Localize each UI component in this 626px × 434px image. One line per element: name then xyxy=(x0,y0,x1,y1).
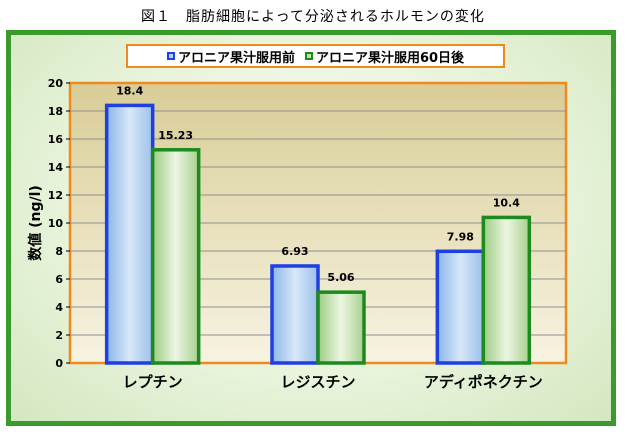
y-tick-label: 16 xyxy=(48,133,64,146)
bar-after-0 xyxy=(150,148,201,365)
y-tick-label: 12 xyxy=(48,189,63,202)
x-axis-categories: レプチン レジスチン アディポネクチン xyxy=(123,373,543,391)
y-tick-label: 0 xyxy=(55,357,63,370)
y-tick-label: 4 xyxy=(55,301,63,314)
y-axis-ticks: 0 2 4 6 8 10 12 14 16 18 20 xyxy=(48,77,70,370)
value-label: 10.4 xyxy=(493,196,520,209)
legend-swatch-after xyxy=(304,52,313,60)
y-tick-label: 18 xyxy=(48,105,63,118)
y-tick-label: 20 xyxy=(48,77,64,90)
legend-item-before: アロニア果汁服用前 xyxy=(166,47,295,66)
y-tick-label: 2 xyxy=(55,329,63,342)
legend-item-after: アロニア果汁服用60日後 xyxy=(304,47,465,66)
bar-before-0 xyxy=(104,103,155,365)
value-label: 7.98 xyxy=(447,230,474,243)
x-category-label: レプチン xyxy=(123,373,183,391)
figure-caption: 図１ 脂肪細胞によって分泌されるホルモンの変化 xyxy=(141,9,485,25)
y-tick-label: 8 xyxy=(55,245,63,258)
x-category-label: レジスチン xyxy=(280,373,355,391)
bars xyxy=(104,103,532,365)
y-tick-label: 6 xyxy=(55,273,63,286)
chart-legend: アロニア果汁服用前 アロニア果汁服用60日後 xyxy=(126,44,505,68)
value-label: 5.06 xyxy=(327,271,354,284)
value-label: 15.23 xyxy=(158,129,193,142)
value-label: 18.4 xyxy=(116,84,143,97)
value-label: 6.93 xyxy=(281,245,308,258)
value-labels: 18.4 15.23 6.93 5.06 7.98 10.4 xyxy=(116,84,520,284)
x-category-label: アディポネクチン xyxy=(424,373,543,391)
legend-label-before: アロニア果汁服用前 xyxy=(177,50,295,66)
bar-after-2 xyxy=(481,215,532,365)
bar-before-2 xyxy=(435,249,486,365)
legend-swatch-before xyxy=(166,52,175,60)
bar-after-1 xyxy=(316,290,366,365)
y-tick-label: 10 xyxy=(48,217,64,230)
legend-label-after: アロニア果汁服用60日後 xyxy=(315,50,465,66)
y-tick-label: 14 xyxy=(48,161,64,174)
y-axis-title: 数値 (ng/l) xyxy=(27,185,44,261)
bar-before-1 xyxy=(270,264,320,365)
